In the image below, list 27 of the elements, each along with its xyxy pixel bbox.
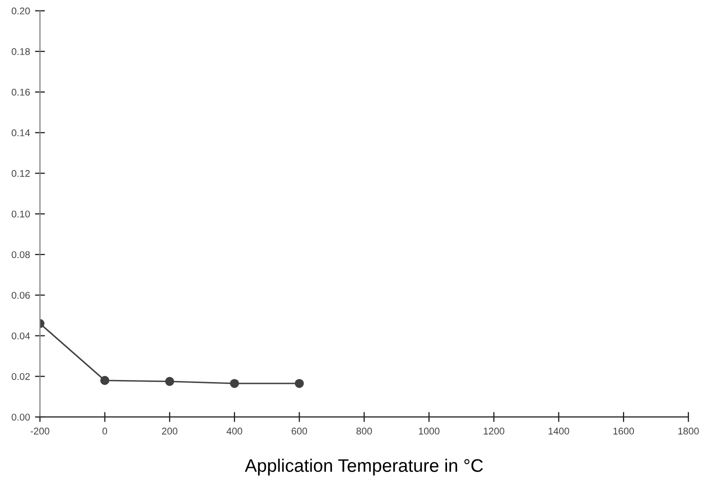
point — [165, 376, 174, 386]
x-tick-label: 1800 — [678, 428, 699, 435]
x-tick-label: 1200 — [484, 428, 504, 435]
y-tick-label: 0.04 — [12, 332, 30, 340]
x-tick-label: 200 — [162, 428, 178, 435]
x-tick-label: 1000 — [418, 428, 440, 435]
x-tick-label: -200 — [30, 428, 50, 435]
point — [294, 378, 304, 388]
x-tick-label: 600 — [292, 428, 308, 435]
y-tick-label: 0.18 — [12, 48, 30, 56]
y-tick-label: 0.06 — [12, 292, 30, 299]
y-tick-label: 0.10 — [12, 210, 30, 218]
y-tick-label: 0.08 — [12, 251, 30, 258]
x-tick-label: 1600 — [613, 428, 634, 435]
x-tick-label: 800 — [356, 428, 372, 435]
y-tick-label: 0.20 — [12, 8, 30, 14]
y-tick-label: 0.02 — [12, 373, 30, 380]
y-tick-label: 0.16 — [12, 88, 30, 96]
point — [230, 378, 239, 388]
x-tick-label: 0 — [102, 428, 108, 435]
x-axis-title: Application Temperature in °C — [244, 458, 483, 476]
y-tick-label: 0.14 — [12, 129, 30, 136]
x-tick-label: 400 — [226, 428, 242, 435]
x-tick-label: 1400 — [548, 428, 570, 435]
point — [100, 376, 110, 385]
y-tick-label: 0.00 — [12, 414, 30, 421]
y-tick-label: 0.12 — [12, 170, 30, 177]
